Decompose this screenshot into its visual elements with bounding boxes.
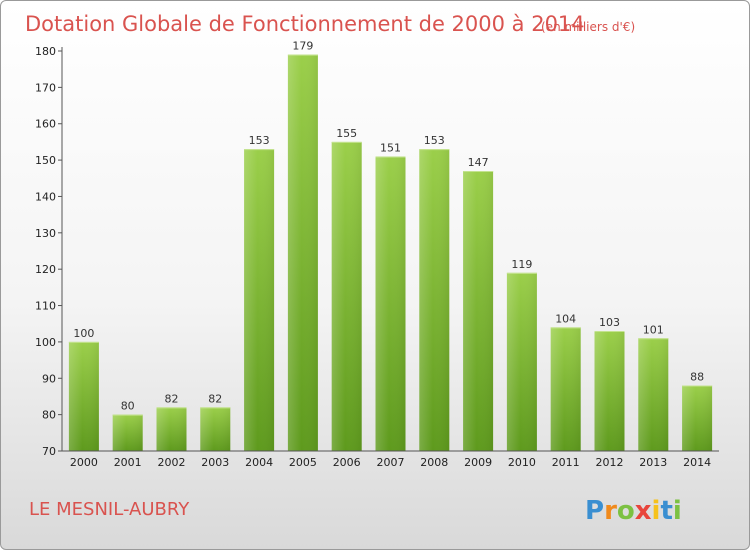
logo-letter: r bbox=[604, 496, 617, 526]
chart-subtitle: (en milliers d'€) bbox=[541, 20, 635, 34]
bar-value-label: 100 bbox=[73, 327, 94, 340]
logo-letter: o bbox=[617, 496, 635, 526]
bar-shine bbox=[68, 341, 99, 451]
logo-letter: P bbox=[585, 496, 604, 526]
x-tick-label: 2004 bbox=[245, 456, 273, 469]
bar-shine bbox=[506, 272, 537, 451]
y-tick-label: 130 bbox=[35, 227, 56, 240]
y-tick-label: 70 bbox=[42, 445, 56, 458]
y-tick-label: 110 bbox=[35, 300, 56, 313]
bar-value-label: 88 bbox=[690, 371, 704, 384]
bar-value-label: 103 bbox=[599, 316, 620, 329]
x-tick-label: 2011 bbox=[552, 456, 580, 469]
bar-shine bbox=[594, 331, 625, 451]
x-tick-label: 2010 bbox=[508, 456, 536, 469]
bar-value-label: 155 bbox=[336, 127, 357, 140]
y-tick-label: 120 bbox=[35, 263, 56, 276]
bar-shine bbox=[244, 149, 275, 451]
bar-shine bbox=[331, 141, 362, 451]
x-tick-label: 2007 bbox=[377, 456, 405, 469]
x-tick-label: 2005 bbox=[289, 456, 317, 469]
x-tick-label: 2009 bbox=[464, 456, 492, 469]
x-tick-label: 2008 bbox=[420, 456, 448, 469]
bar-value-label: 147 bbox=[468, 156, 489, 169]
y-tick-label: 170 bbox=[35, 81, 56, 94]
x-tick-label: 2000 bbox=[70, 456, 98, 469]
y-tick-label: 160 bbox=[35, 118, 56, 131]
bar-value-label: 80 bbox=[121, 400, 135, 413]
bar-value-label: 179 bbox=[292, 40, 313, 53]
bar-value-label: 153 bbox=[424, 134, 445, 147]
bar-value-label: 151 bbox=[380, 141, 401, 154]
bar-value-label: 104 bbox=[555, 312, 576, 325]
x-tick-label: 2012 bbox=[596, 456, 624, 469]
x-axis: 2000 2001 2002 2003 2004 2005 2006 2007 2008 2009… bbox=[62, 450, 719, 469]
y-tick-label: 80 bbox=[42, 409, 56, 422]
bar-shine bbox=[375, 156, 406, 452]
x-tick-label: 2014 bbox=[683, 456, 711, 469]
bar-value-label: 82 bbox=[208, 392, 222, 405]
bar-shine bbox=[200, 407, 231, 451]
bar-shine bbox=[419, 149, 450, 451]
x-tick-label: 2003 bbox=[201, 456, 229, 469]
y-tick-label: 180 bbox=[35, 45, 56, 58]
bar-shine bbox=[463, 171, 494, 451]
x-tick-label: 2013 bbox=[639, 456, 667, 469]
x-tick-label: 2006 bbox=[333, 456, 361, 469]
bar-shine bbox=[550, 327, 581, 451]
commune-name: LE MESNIL-AUBRY bbox=[29, 499, 190, 520]
chart-title: Dotation Globale de Fonctionnement de 20… bbox=[25, 12, 585, 36]
bar-value-label: 82 bbox=[165, 392, 179, 405]
bar-shine bbox=[638, 338, 669, 451]
logo-letter: t bbox=[660, 496, 672, 526]
bar-value-label: 119 bbox=[511, 258, 532, 271]
x-tick-label: 2001 bbox=[114, 456, 142, 469]
bars: 100 80 82 82 153 179 155 151 153 147 119 104 103 101 8… bbox=[68, 40, 713, 452]
y-tick-label: 100 bbox=[35, 336, 56, 349]
y-tick-label: 140 bbox=[35, 190, 56, 203]
y-tick-label: 150 bbox=[35, 154, 56, 167]
x-tick-label: 2002 bbox=[158, 456, 186, 469]
bar-shine bbox=[156, 407, 187, 451]
y-axis: 70 80 90 100 110 120 130 140 150 160 170 180 bbox=[35, 45, 63, 458]
logo-letter: i bbox=[673, 496, 682, 526]
bar-shine bbox=[682, 385, 713, 451]
y-tick-label: 90 bbox=[42, 372, 56, 385]
bar-shine bbox=[287, 54, 318, 452]
logo-letter: x bbox=[635, 496, 652, 526]
bar-value-label: 153 bbox=[249, 134, 270, 147]
bar-value-label: 101 bbox=[643, 323, 664, 336]
logo-letter: i bbox=[652, 496, 661, 526]
bar-shine bbox=[112, 414, 143, 451]
proxiti-logo: Proxiti bbox=[585, 496, 682, 526]
